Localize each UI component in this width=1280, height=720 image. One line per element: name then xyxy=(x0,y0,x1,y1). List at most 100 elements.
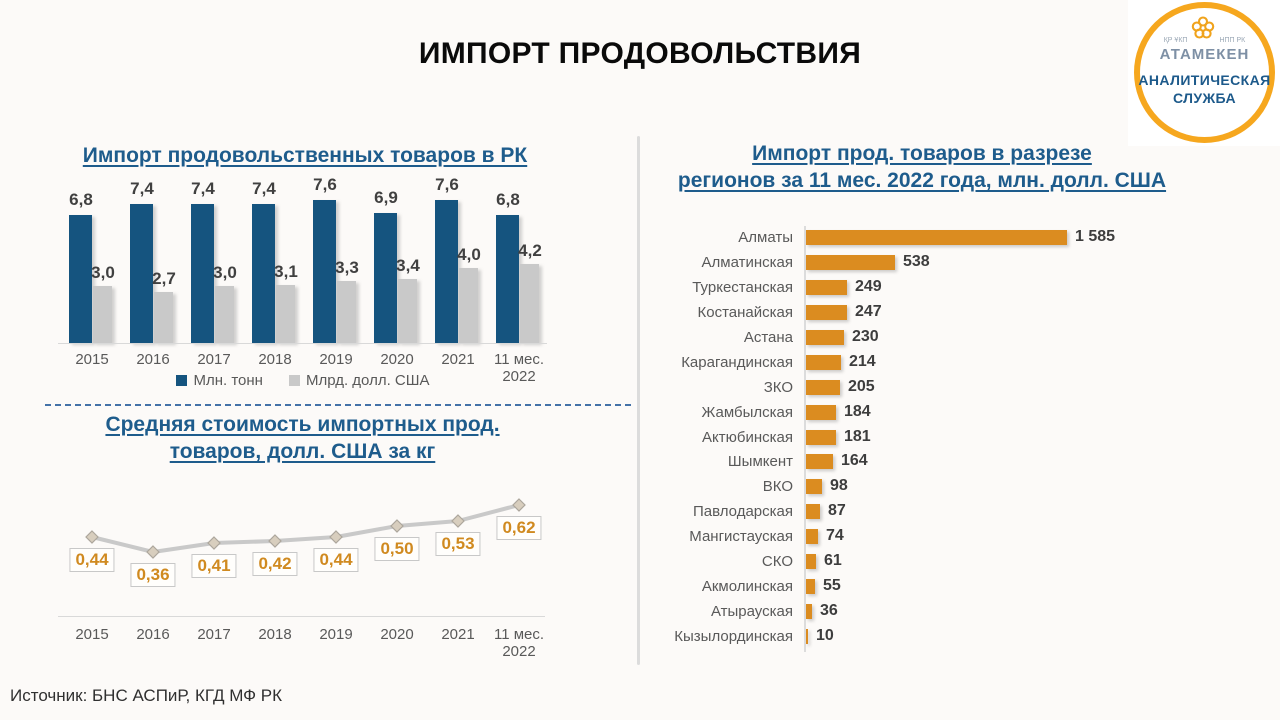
region-label: ВКО xyxy=(762,478,793,495)
page-title: ИМПОРТ ПРОДОВОЛЬСТВИЯ xyxy=(418,37,862,70)
bar-value-label: 4,0 xyxy=(457,245,481,264)
diamond-marker xyxy=(85,530,99,544)
x-axis-tick-label: 2017 xyxy=(197,626,231,643)
diamond-marker xyxy=(329,530,343,544)
logo-small-right: НПП РК xyxy=(1219,37,1246,44)
region-bar xyxy=(806,405,836,420)
region-label: Костанайская xyxy=(697,304,794,321)
diamond-marker xyxy=(451,514,465,528)
region-value-label: 184 xyxy=(844,403,871,420)
bar-value-label: 7,6 xyxy=(313,175,337,194)
region-bar xyxy=(806,604,812,619)
x-axis-tick-label: 2015 xyxy=(75,351,109,368)
bar-value-label: 3,0 xyxy=(213,263,237,282)
flower-emblem-icon xyxy=(1190,15,1216,46)
logo-service-line2: СЛУЖБА xyxy=(1173,90,1236,106)
point-value-label: 0,62 xyxy=(496,516,542,540)
legend-label: Млн. тонн xyxy=(193,372,263,389)
region-label: Мангистауская xyxy=(689,528,793,545)
diamond-marker xyxy=(146,545,160,559)
bar-value-label: 7,4 xyxy=(191,179,215,198)
legend: Млн. тонн Млрд. долл. США xyxy=(57,372,549,389)
region-value-label: 36 xyxy=(820,602,838,619)
bar-value-label: 7,6 xyxy=(435,175,459,194)
bar-value-label: 7,4 xyxy=(130,179,154,198)
x-axis-line xyxy=(58,343,547,344)
region-bar xyxy=(806,479,822,494)
region-bar xyxy=(806,355,841,370)
region-value-label: 230 xyxy=(852,328,879,345)
x-axis-tick-label: 2015 xyxy=(75,626,109,643)
legend-item: Млн. тонн xyxy=(176,372,263,389)
bar-value-label: 6,9 xyxy=(374,188,398,207)
x-axis-tick-label: 2017 xyxy=(197,351,231,368)
region-bar xyxy=(806,454,833,469)
bar-mln-tonn xyxy=(69,215,92,343)
region-label: Карагандинская xyxy=(681,354,793,371)
x-axis-tick-label: 2016 xyxy=(136,626,170,643)
bar-mlrd-usd xyxy=(459,268,478,343)
region-value-label: 181 xyxy=(844,428,871,445)
region-label: ЗКО xyxy=(763,379,793,396)
region-bar xyxy=(806,230,1067,245)
region-label: Алматинская xyxy=(701,254,793,271)
region-value-label: 538 xyxy=(903,253,930,270)
diamond-marker xyxy=(268,534,282,548)
x-axis-tick-label: 2021 xyxy=(441,351,475,368)
point-value-label: 0,44 xyxy=(69,548,115,572)
region-value-label: 74 xyxy=(826,527,844,544)
column-divider xyxy=(637,136,640,665)
point-value-label: 0,42 xyxy=(252,552,298,576)
bar-mlrd-usd xyxy=(93,286,112,343)
region-bar xyxy=(806,305,847,320)
diamond-marker xyxy=(512,498,526,512)
legend-swatch xyxy=(288,375,300,386)
region-label: Кызылординская xyxy=(674,628,793,645)
bar-mln-tonn xyxy=(191,204,214,343)
region-bar xyxy=(806,255,895,270)
bar-value-label: 4,2 xyxy=(518,241,542,260)
point-value-label: 0,50 xyxy=(374,537,420,561)
dashed-separator xyxy=(45,404,631,406)
region-bar xyxy=(806,579,815,594)
point-value-label: 0,36 xyxy=(130,563,176,587)
bar-mlrd-usd xyxy=(276,285,295,343)
logo-top-row: ҚР ҰКП НПП РК xyxy=(1164,15,1246,46)
x-axis-tick-label: 2018 xyxy=(258,626,292,643)
logo-brand: АТАМЕКЕН xyxy=(1159,46,1250,63)
region-label: Акмолинская xyxy=(701,578,793,595)
y-axis-line xyxy=(804,226,806,652)
bar-value-label: 3,4 xyxy=(396,256,420,275)
region-label: СКО xyxy=(761,553,793,570)
line-series xyxy=(85,498,526,559)
x-axis-tick-label: 11 мес. 2022 xyxy=(493,626,545,661)
region-value-label: 247 xyxy=(855,303,882,320)
x-axis-tick-label: 2019 xyxy=(319,351,353,368)
bar-mlrd-usd xyxy=(398,279,417,343)
legend-item: Млрд. долл. США xyxy=(288,372,430,389)
bar-value-label: 7,4 xyxy=(252,179,276,198)
x-axis-tick-label: 2016 xyxy=(136,351,170,368)
chart-avg-cost-title: Средняя стоимость импортных прод. товаро… xyxy=(105,413,500,463)
bar-mln-tonn xyxy=(435,200,458,343)
region-value-label: 214 xyxy=(849,353,876,370)
region-label: Шымкент xyxy=(727,453,793,470)
region-value-label: 205 xyxy=(848,378,875,395)
legend-swatch xyxy=(176,375,188,386)
region-value-label: 87 xyxy=(828,502,846,519)
bar-mln-tonn xyxy=(496,215,519,343)
region-bar xyxy=(806,280,847,295)
x-axis-tick-label: 11 мес. 2022 xyxy=(493,351,545,386)
diamond-marker xyxy=(390,519,404,533)
chart-regions-title: Импорт прод. товаров в разрезе регионов … xyxy=(677,142,1167,192)
atameken-logo: ҚР ҰКП НПП РК АТАМЕКЕН АНАЛИТИЧЕСКАЯ СЛУ… xyxy=(1134,2,1275,143)
bar-mln-tonn xyxy=(374,213,397,343)
x-axis-tick-label: 2020 xyxy=(380,626,414,643)
x-axis-tick-label: 2019 xyxy=(319,626,353,643)
bar-value-label: 3,3 xyxy=(335,258,359,277)
region-label: Астана xyxy=(743,329,793,346)
region-bar xyxy=(806,430,836,445)
